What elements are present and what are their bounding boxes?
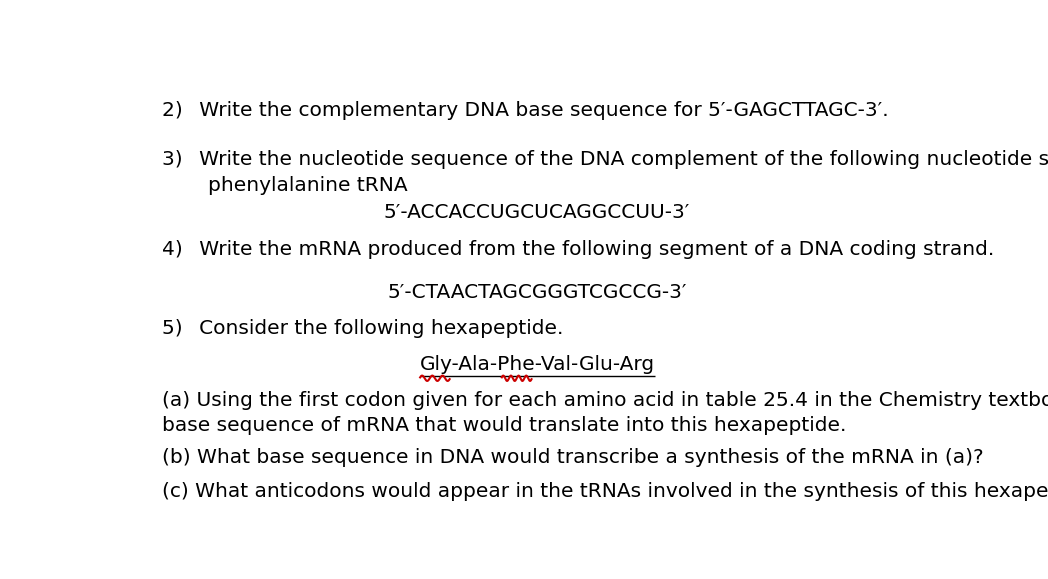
Text: 4)  Write the mRNA produced from the following segment of a DNA coding strand.: 4) Write the mRNA produced from the foll… [161,240,995,259]
Text: 3)  Write the nucleotide sequence of the DNA complement of the following nucleot: 3) Write the nucleotide sequence of the … [161,150,1048,168]
Text: Gly-Ala-Phe-Val-Glu-Arg: Gly-Ala-Phe-Val-Glu-Arg [419,355,655,374]
Text: 5′-CTAACTAGCGGGTCGCCG-3′: 5′-CTAACTAGCGGGTCGCCG-3′ [388,283,686,302]
Text: 5′-ACCACCUGCUCAGGCCUU-3′: 5′-ACCACCUGCUCAGGCCUU-3′ [384,203,691,222]
Text: base sequence of mRNA that would translate into this hexapeptide.: base sequence of mRNA that would transla… [161,416,846,435]
Text: phenylalanine tRNA: phenylalanine tRNA [209,175,408,195]
Text: (b) What base sequence in DNA would transcribe a synthesis of the mRNA in (a)?: (b) What base sequence in DNA would tran… [161,448,983,467]
Text: (c) What anticodons would appear in the tRNAs involved in the synthesis of this : (c) What anticodons would appear in the … [161,482,1048,501]
Text: 2)  Write the complementary DNA base sequence for 5′-GAGCTTAGC-3′.: 2) Write the complementary DNA base sequ… [161,101,889,120]
Text: (a) Using the first codon given for each amino acid in table 25.4 in the Chemist: (a) Using the first codon given for each… [161,391,1048,411]
Text: 5)  Consider the following hexapeptide.: 5) Consider the following hexapeptide. [161,319,563,338]
